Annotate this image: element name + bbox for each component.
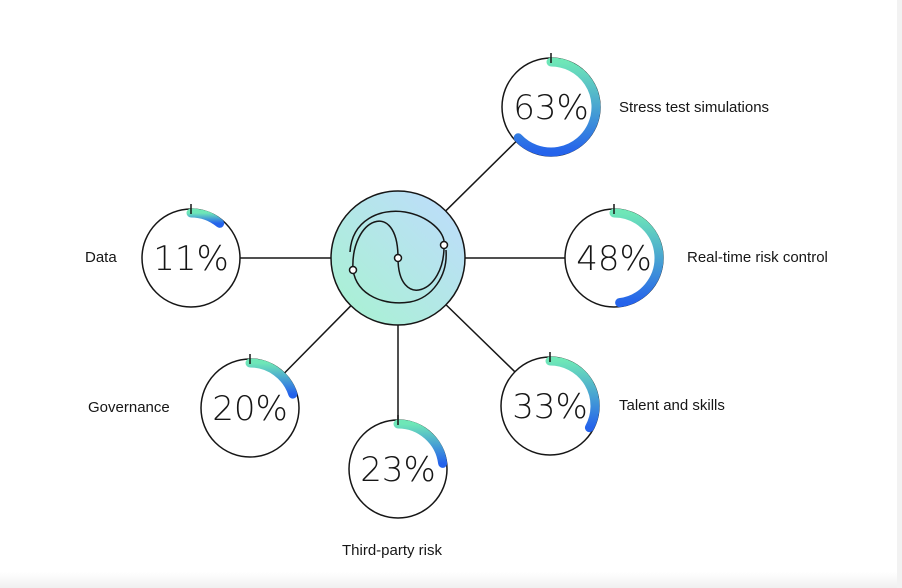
label-data: Data — [85, 249, 117, 266]
ring-talent: 33% — [500, 352, 600, 456]
bottom-fade — [0, 572, 902, 588]
ring-governance: 20% — [200, 354, 300, 458]
percent-value-talent: 33% — [512, 387, 588, 427]
connector-governance — [283, 305, 352, 374]
percent-value-data: 11% — [153, 239, 229, 279]
label-governance: Governance — [88, 399, 170, 416]
label-stress-test-simulations: Stress test simulations — [619, 99, 770, 116]
label-talent-and-skills: Talent and skills — [619, 397, 725, 414]
ring-data: 11% — [141, 204, 241, 308]
progress-arc-governance — [245, 358, 298, 399]
percent-value-governance: 20% — [212, 389, 288, 429]
ring-thirdparty: 23% — [348, 415, 448, 519]
progress-arc-stress — [513, 57, 601, 157]
progress-arc-thirdparty — [393, 419, 448, 468]
yin-yang-swirl-icon — [348, 210, 449, 304]
progress-arc-data — [186, 208, 225, 228]
ring-stress: 63% — [501, 53, 601, 157]
percent-value-stress: 63% — [513, 88, 589, 128]
label-third-party-risk: Third-party risk — [342, 542, 443, 559]
label-real-time-risk-control: Real-time risk control — [687, 249, 828, 266]
progress-arc-talent — [545, 356, 600, 433]
connector-lines — [240, 140, 565, 420]
connector-talent — [445, 304, 516, 373]
percent-value-thirdparty: 23% — [360, 450, 436, 490]
hub-node — [330, 190, 466, 326]
progress-arc-realtime — [609, 208, 664, 308]
percent-rings: 63% 48% 33% 23% 20% 11% — [141, 53, 664, 519]
ring-realtime: 48% — [564, 204, 664, 308]
right-edge-strip — [897, 0, 902, 588]
percent-value-realtime: 48% — [576, 239, 652, 279]
connector-stress — [445, 140, 517, 212]
